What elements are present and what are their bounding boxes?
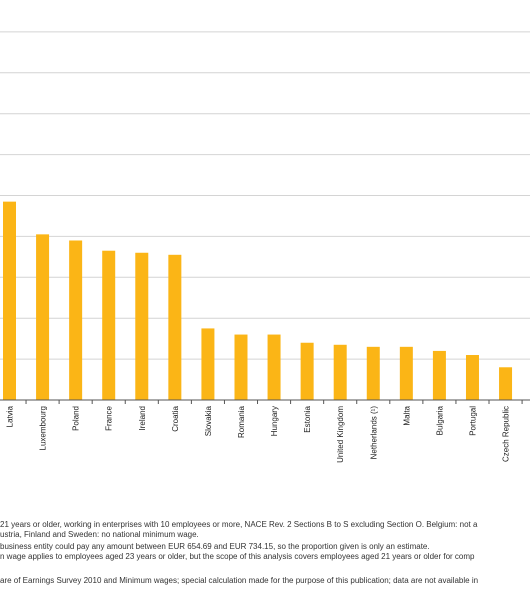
bar-chart: Latvia Luxembourg Poland France Ireland Croat… xyxy=(0,31,530,463)
bar-8 xyxy=(267,334,281,400)
category-label: Luxembourg xyxy=(39,406,48,450)
category-label: Hungary xyxy=(270,406,279,436)
category-labels: Latvia Luxembourg Poland France Ireland Croat… xyxy=(6,405,511,462)
bar-2 xyxy=(69,240,83,400)
bar-1 xyxy=(36,234,50,400)
bar-10 xyxy=(333,344,347,400)
footnote-no-minimum-wage: ustria, Finland and Sweden: no national … xyxy=(0,530,199,539)
category-label: Ireland xyxy=(138,406,147,430)
category-label: Croatia xyxy=(171,405,180,431)
bar-14 xyxy=(465,355,479,400)
category-label: Portugal xyxy=(468,406,477,436)
footnote-estimate: business entity could pay any amount bet… xyxy=(0,542,430,551)
gridlines xyxy=(0,31,530,360)
category-label: Czech Republic xyxy=(502,406,511,462)
category-label: Netherlands (¹) xyxy=(369,406,378,460)
x-axis-ticks xyxy=(25,400,523,404)
footnotes: 21 years or older, working in enterprise… xyxy=(0,514,530,599)
category-label: Estonia xyxy=(303,405,312,432)
bar-0 xyxy=(3,201,16,400)
bar-5 xyxy=(168,254,182,400)
bar-9 xyxy=(300,342,314,400)
bar-6 xyxy=(201,328,215,400)
category-label: Bulgaria xyxy=(435,405,444,435)
category-label: Malta xyxy=(402,405,411,425)
footnote-scope: 21 years or older, working in enterprise… xyxy=(0,520,478,529)
category-label: Slovakia xyxy=(204,405,213,436)
bar-12 xyxy=(399,346,413,400)
category-label: Latvia xyxy=(6,405,15,427)
category-label: United Kingdom xyxy=(336,406,345,463)
bar-13 xyxy=(432,350,446,400)
bar-4 xyxy=(135,252,149,400)
category-label: Poland xyxy=(72,406,81,431)
category-label: Romania xyxy=(237,405,246,438)
bar-15 xyxy=(499,367,513,400)
bar-7 xyxy=(234,334,248,400)
footnote-age-scope: n wage applies to employees aged 23 year… xyxy=(0,552,475,561)
footnote-source: are of Earnings Survey 2010 and Minimum … xyxy=(0,576,479,585)
bars xyxy=(3,201,513,400)
bar-3 xyxy=(102,250,116,400)
bar-11 xyxy=(366,346,380,400)
category-label: France xyxy=(105,405,114,430)
